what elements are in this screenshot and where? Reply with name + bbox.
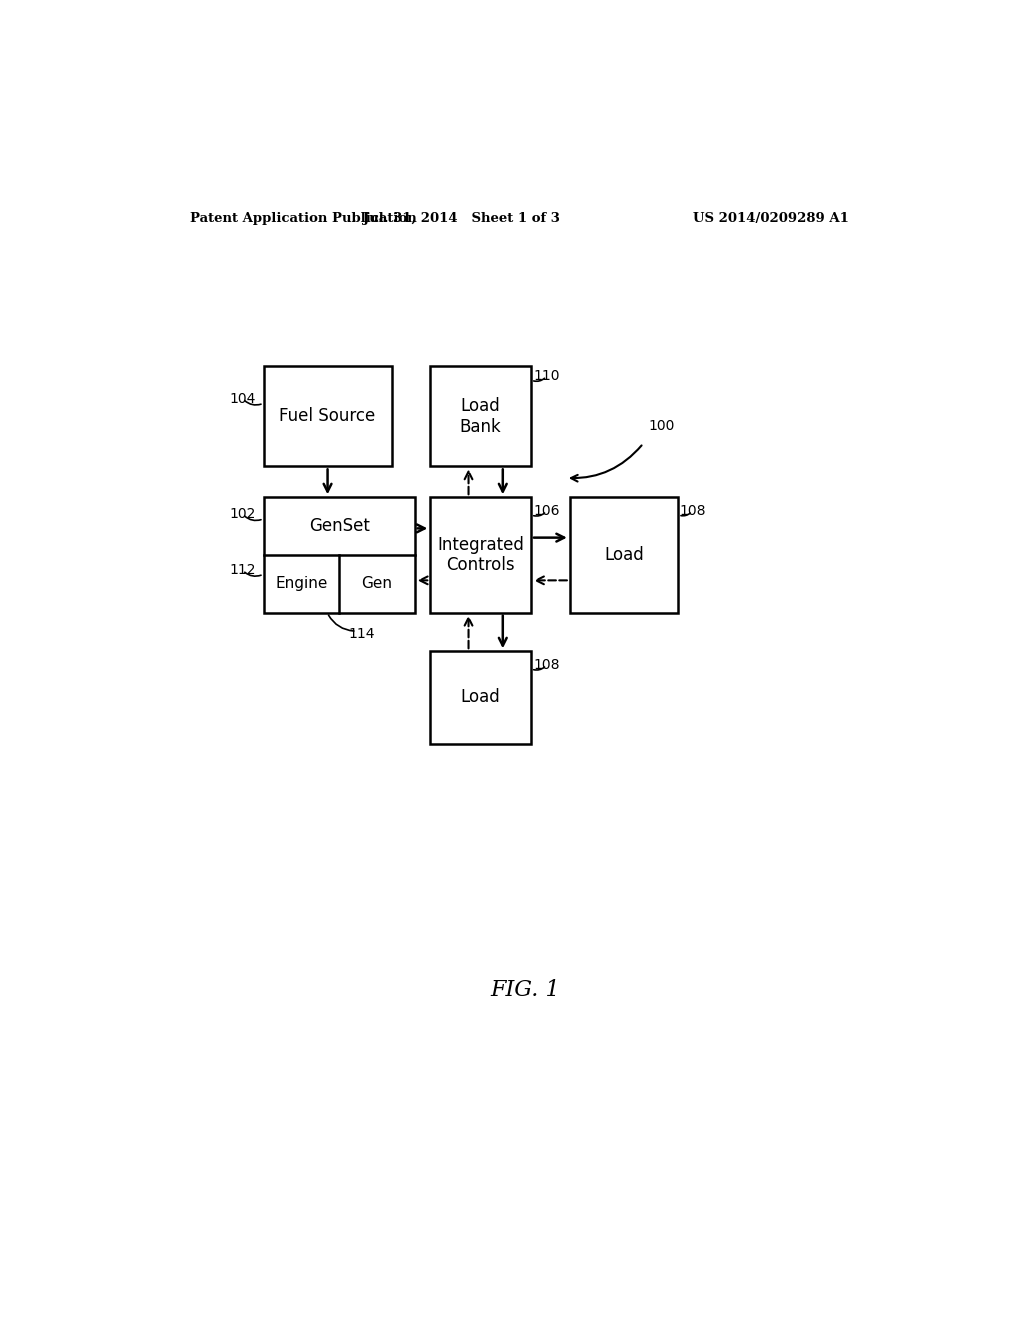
Text: Fuel Source: Fuel Source <box>280 408 376 425</box>
Bar <box>430 651 531 743</box>
Bar <box>569 498 678 612</box>
Bar <box>263 498 415 612</box>
Text: 102: 102 <box>229 507 256 521</box>
Text: Load
Bank: Load Bank <box>460 397 502 436</box>
Text: 108: 108 <box>679 504 706 517</box>
Text: FIG. 1: FIG. 1 <box>490 979 559 1001</box>
Text: Engine: Engine <box>275 577 328 591</box>
Bar <box>430 367 531 466</box>
Text: Load: Load <box>604 546 644 564</box>
Text: 114: 114 <box>349 627 376 642</box>
Text: 106: 106 <box>534 504 560 517</box>
Text: 104: 104 <box>229 392 256 405</box>
Text: Load: Load <box>461 689 501 706</box>
Bar <box>263 367 391 466</box>
Text: Integrated
Controls: Integrated Controls <box>437 536 524 574</box>
Text: 110: 110 <box>534 370 560 383</box>
Text: 108: 108 <box>534 659 560 672</box>
Text: US 2014/0209289 A1: US 2014/0209289 A1 <box>693 213 849 224</box>
Text: 112: 112 <box>229 564 256 577</box>
Bar <box>430 498 531 612</box>
Text: Gen: Gen <box>361 577 392 591</box>
Text: Jul. 31, 2014   Sheet 1 of 3: Jul. 31, 2014 Sheet 1 of 3 <box>362 213 560 224</box>
Text: GenSet: GenSet <box>309 517 370 535</box>
Text: 100: 100 <box>649 420 675 433</box>
Text: Patent Application Publication: Patent Application Publication <box>190 213 417 224</box>
